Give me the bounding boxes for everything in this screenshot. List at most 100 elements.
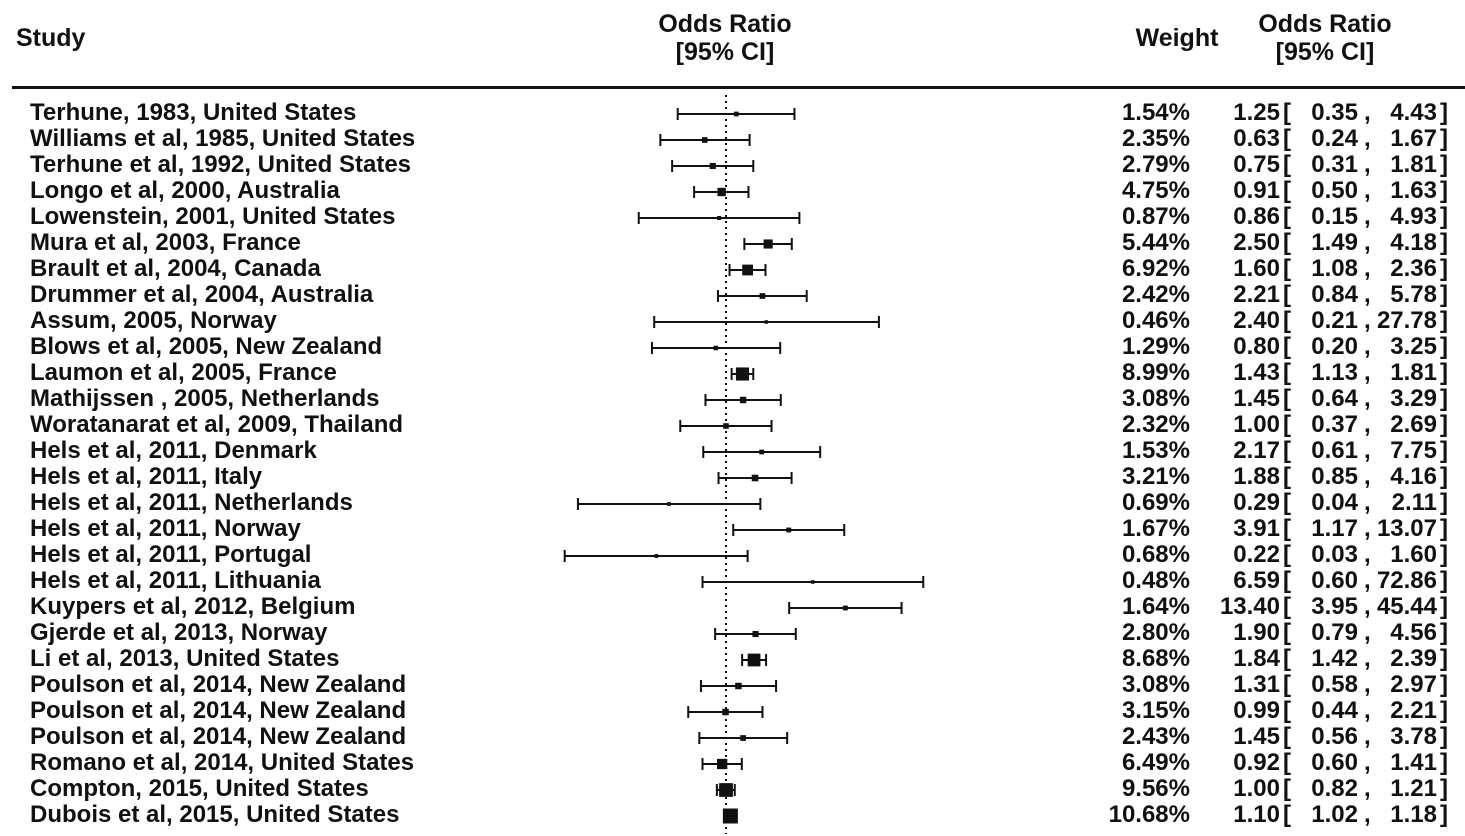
point-estimate-square bbox=[713, 345, 718, 351]
point-estimate-square bbox=[667, 502, 671, 506]
ci-close-bracket: ] bbox=[1440, 255, 1448, 282]
study-label: Poulson et al, 2014, New Zealand bbox=[30, 723, 407, 750]
study-estimate bbox=[576, 498, 762, 510]
ci-separator: , bbox=[1364, 515, 1371, 542]
study-label: Brault et al, 2004, Canada bbox=[30, 255, 321, 282]
ci-upper-value: 2.97 bbox=[1390, 671, 1437, 698]
point-estimate-square bbox=[735, 682, 742, 690]
ci-separator: , bbox=[1364, 437, 1371, 464]
study-label: Romano et al, 2014, United States bbox=[30, 749, 415, 776]
study-estimate bbox=[716, 290, 808, 302]
ci-upper-value: 5.78 bbox=[1390, 281, 1437, 308]
ci-close-bracket: ] bbox=[1440, 671, 1448, 698]
odds-ratio-value: 1.84 bbox=[1233, 645, 1280, 672]
point-estimate-square bbox=[742, 264, 754, 276]
study-estimate bbox=[704, 394, 782, 406]
weight-value: 1.64% bbox=[1121, 593, 1190, 620]
point-estimate-square bbox=[752, 630, 759, 638]
odds-ratio-value: 0.29 bbox=[1233, 489, 1280, 516]
ci-upper-value: 1.60 bbox=[1390, 541, 1437, 568]
ci-upper-value: 2.11 bbox=[1391, 489, 1437, 516]
ci-upper-value: 7.75 bbox=[1390, 437, 1437, 464]
odds-ratio-value: 13.40 bbox=[1219, 593, 1280, 620]
weight-value: 0.46% bbox=[1121, 307, 1190, 334]
ci-lower-value: 0.31 bbox=[1311, 151, 1358, 178]
ci-open-bracket: [ bbox=[1283, 125, 1291, 152]
point-estimate-square bbox=[717, 187, 726, 197]
study-label: Hels et al, 2011, Italy bbox=[30, 463, 263, 490]
study-label: Longo et al, 2000, Australia bbox=[30, 177, 340, 204]
ci-close-bracket: ] bbox=[1440, 333, 1448, 360]
study-estimate bbox=[714, 628, 797, 640]
study-estimate bbox=[671, 160, 755, 172]
ci-separator: , bbox=[1364, 489, 1371, 516]
odds-ratio-value: 2.17 bbox=[1233, 437, 1280, 464]
weight-value: 1.54% bbox=[1121, 99, 1190, 126]
ci-lower-value: 0.60 bbox=[1311, 567, 1358, 594]
ci-lower-value: 1.17 bbox=[1311, 515, 1358, 542]
odds-ratio-column-header-title: Odds Ratio bbox=[1258, 10, 1392, 38]
study-label: Terhune et al, 1992, United States bbox=[30, 151, 412, 178]
study-label: Hels et al, 2011, Portugal bbox=[30, 541, 312, 568]
odds-ratio-value: 0.86 bbox=[1233, 203, 1280, 230]
point-estimate-square bbox=[842, 605, 848, 611]
ci-close-bracket: ] bbox=[1440, 463, 1448, 490]
ci-separator: , bbox=[1364, 801, 1371, 828]
ci-separator: , bbox=[1364, 125, 1371, 152]
ci-upper-value: 3.25 bbox=[1390, 333, 1437, 360]
point-estimate-square bbox=[740, 735, 746, 741]
study-estimate bbox=[701, 576, 925, 588]
ci-upper-value: 3.29 bbox=[1390, 385, 1437, 412]
study-label: Poulson et al, 2014, New Zealand bbox=[30, 671, 407, 698]
study-estimate bbox=[743, 238, 793, 250]
ci-separator: , bbox=[1364, 593, 1371, 620]
ci-open-bracket: [ bbox=[1283, 307, 1291, 334]
ci-close-bracket: ] bbox=[1440, 151, 1448, 178]
point-estimate-square bbox=[722, 808, 738, 824]
weight-value: 3.21% bbox=[1121, 463, 1190, 490]
ci-open-bracket: [ bbox=[1283, 749, 1291, 776]
weight-value: 8.99% bbox=[1121, 359, 1190, 386]
ci-open-bracket: [ bbox=[1283, 99, 1291, 126]
ci-separator: , bbox=[1364, 281, 1371, 308]
ci-separator: , bbox=[1364, 775, 1371, 802]
odds-ratio-value: 0.22 bbox=[1233, 541, 1280, 568]
ci-lower-value: 1.08 bbox=[1311, 255, 1358, 282]
ci-open-bracket: [ bbox=[1283, 671, 1291, 698]
odds-ratio-value: 0.91 bbox=[1233, 177, 1280, 204]
weight-value: 6.92% bbox=[1121, 255, 1190, 282]
ci-open-bracket: [ bbox=[1283, 151, 1291, 178]
ci-upper-value: 1.81 bbox=[1390, 359, 1437, 386]
study-estimate bbox=[679, 420, 773, 432]
point-estimate-square bbox=[717, 216, 722, 220]
study-estimate bbox=[698, 732, 789, 744]
ci-close-bracket: ] bbox=[1440, 177, 1448, 204]
ci-open-bracket: [ bbox=[1283, 697, 1291, 724]
study-estimate bbox=[637, 212, 801, 224]
odds-ratio-value: 1.45 bbox=[1233, 385, 1280, 412]
ci-open-bracket: [ bbox=[1283, 255, 1291, 282]
weight-value: 2.35% bbox=[1121, 125, 1190, 152]
weight-value: 8.68% bbox=[1121, 645, 1190, 672]
odds-ratio-value: 1.31 bbox=[1233, 671, 1280, 698]
ci-close-bracket: ] bbox=[1440, 411, 1448, 438]
weight-value: 4.75% bbox=[1121, 177, 1190, 204]
study-label: Gjerde et al, 2013, Norway bbox=[30, 619, 328, 646]
ci-separator: , bbox=[1364, 411, 1371, 438]
study-label: Hels et al, 2011, Denmark bbox=[30, 437, 317, 464]
study-estimate bbox=[788, 602, 903, 614]
ci-separator: , bbox=[1364, 151, 1371, 178]
study-label: Dubois et al, 2015, United States bbox=[30, 801, 400, 828]
ci-separator: , bbox=[1364, 671, 1371, 698]
weight-value: 3.15% bbox=[1121, 697, 1190, 724]
ci-lower-value: 0.24 bbox=[1311, 125, 1358, 152]
weight-value: 0.68% bbox=[1121, 541, 1190, 568]
ci-upper-value: 4.18 bbox=[1390, 229, 1437, 256]
odds-ratio-plot-header-ci: [95% CI] bbox=[675, 38, 775, 66]
study-estimate bbox=[715, 783, 736, 797]
odds-ratio-value: 3.91 bbox=[1233, 515, 1280, 542]
ci-separator: , bbox=[1364, 723, 1371, 750]
ci-open-bracket: [ bbox=[1283, 411, 1291, 438]
study-label: Li et al, 2013, United States bbox=[30, 645, 340, 672]
ci-separator: , bbox=[1364, 99, 1371, 126]
